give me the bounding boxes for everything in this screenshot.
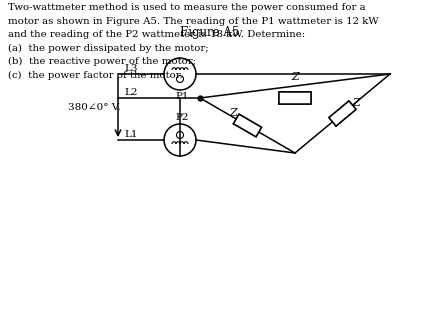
Polygon shape	[328, 101, 355, 126]
Text: Z: Z	[229, 108, 237, 118]
Text: and the reading of the P2 wattmeter is 18 kW. Determine:: and the reading of the P2 wattmeter is 1…	[8, 30, 305, 39]
Text: L3: L3	[124, 64, 137, 73]
Text: (a)  the power dissipated by the motor;: (a) the power dissipated by the motor;	[8, 43, 208, 53]
Text: L1: L1	[124, 130, 137, 139]
Text: Z: Z	[291, 72, 298, 82]
Text: L2: L2	[124, 88, 137, 97]
Text: motor as shown in Figure A5. The reading of the P1 wattmeter is 12 kW: motor as shown in Figure A5. The reading…	[8, 16, 378, 26]
Text: Two-wattmeter method is used to measure the power consumed for a: Two-wattmeter method is used to measure …	[8, 3, 365, 12]
Text: Z: Z	[352, 98, 360, 109]
Text: (b)  the reactive power of the motor;: (b) the reactive power of the motor;	[8, 57, 196, 66]
Text: P2: P2	[175, 113, 188, 122]
Text: Figure A5: Figure A5	[180, 26, 239, 39]
Text: P1: P1	[175, 92, 188, 101]
Text: 380∠0° V.: 380∠0° V.	[68, 102, 120, 112]
Polygon shape	[233, 114, 261, 137]
Text: (c)  the power factor of the motor.: (c) the power factor of the motor.	[8, 71, 182, 80]
Polygon shape	[278, 92, 310, 104]
